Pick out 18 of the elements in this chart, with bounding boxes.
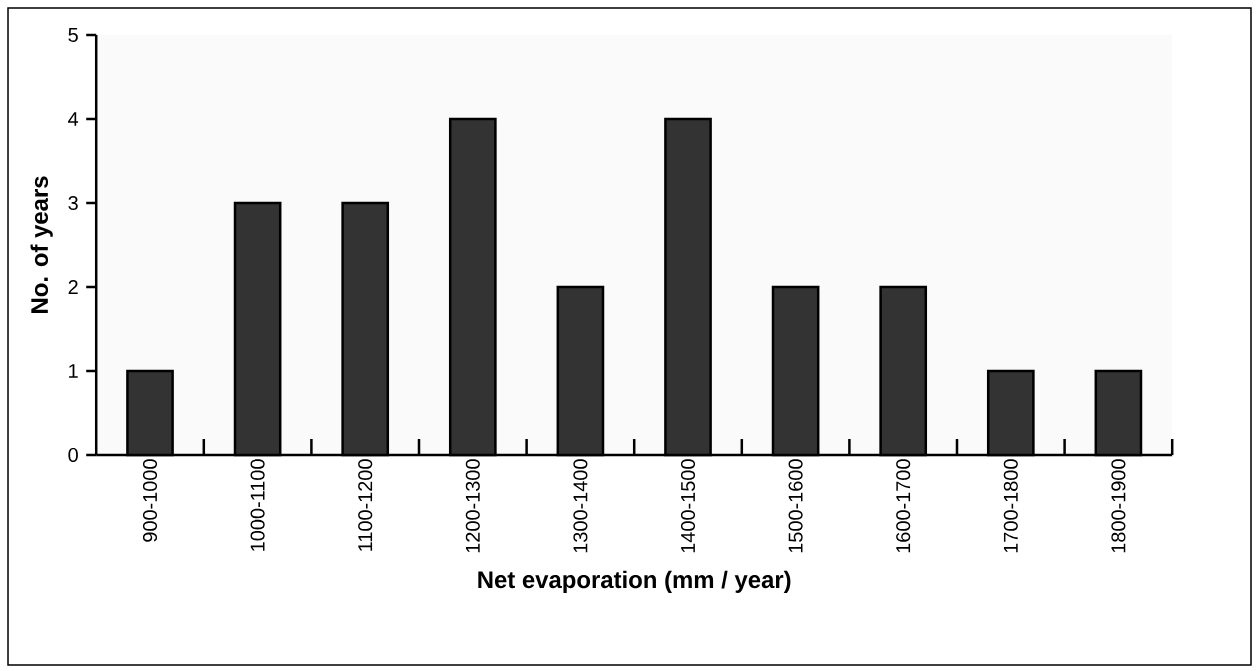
y-tick-label: 3	[68, 195, 78, 211]
x-tick-label: 1600-1700	[896, 459, 911, 553]
y-tick-label: 2	[68, 280, 78, 294]
x-axis-title: Net evaporation (mm / year)	[478, 570, 791, 593]
y-tick-label: 0	[68, 447, 78, 463]
x-tick-label: 1800-1900	[1111, 459, 1126, 553]
y-axis-title: No. of years	[30, 176, 53, 313]
x-tick-label: 1700-1800	[1003, 459, 1018, 553]
x-tick-label: 1400-1500	[680, 459, 696, 553]
x-tick-label: 1300-1400	[573, 459, 588, 553]
x-tick-label: 1500-1600	[788, 459, 803, 553]
x-tick-label: 1200-1300	[465, 459, 480, 553]
y-tick-label: 5	[68, 28, 78, 42]
x-tick-label: 1100-1200	[358, 459, 373, 551]
y-tick-label: 1	[69, 364, 78, 378]
x-tick-label: 900-1000	[142, 459, 158, 542]
x-tick-label: 1000-1100	[250, 459, 265, 551]
y-tick-label: 4	[68, 112, 79, 126]
